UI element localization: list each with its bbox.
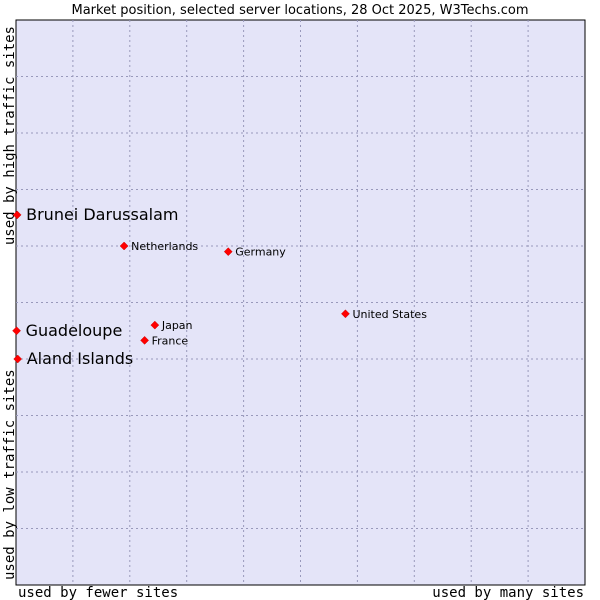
data-point[interactable]: Netherlands — [119, 240, 198, 253]
point-label: United States — [352, 308, 427, 321]
x-axis-label-left: used by fewer sites — [18, 585, 178, 600]
data-point[interactable]: France — [140, 334, 189, 347]
y-axis-label-bottom: used by low traffic sites — [2, 369, 18, 580]
point-label: Germany — [235, 246, 286, 259]
data-point[interactable]: Germany — [223, 246, 286, 259]
point-marker — [150, 320, 160, 330]
point-marker — [119, 241, 129, 251]
y-axis-label-top: used by high traffic sites — [2, 26, 18, 245]
point-label: Netherlands — [131, 240, 198, 253]
chart-title: Market position, selected server locatio… — [71, 3, 528, 18]
grid — [16, 20, 585, 585]
data-point[interactable]: Aland Islands — [13, 349, 134, 368]
point-marker — [140, 336, 149, 345]
data-point[interactable]: Brunei Darussalam — [12, 205, 179, 224]
point-label: France — [152, 334, 189, 347]
point-marker — [12, 326, 21, 336]
data-point[interactable]: Guadeloupe — [12, 321, 123, 340]
point-marker — [341, 309, 350, 319]
point-marker — [12, 210, 22, 220]
data-point[interactable]: Japan — [150, 319, 193, 332]
point-marker — [223, 247, 233, 257]
data-points: Brunei Darussalam Guadeloupe Aland Islands… — [12, 205, 427, 368]
point-label: Aland Islands — [27, 349, 134, 368]
point-marker — [13, 354, 23, 364]
point-label: Japan — [161, 319, 193, 332]
data-point[interactable]: United States — [341, 308, 427, 321]
point-label: Brunei Darussalam — [26, 205, 178, 224]
x-axis-label-right: used by many sites — [432, 585, 584, 600]
point-label: Guadeloupe — [26, 321, 123, 340]
